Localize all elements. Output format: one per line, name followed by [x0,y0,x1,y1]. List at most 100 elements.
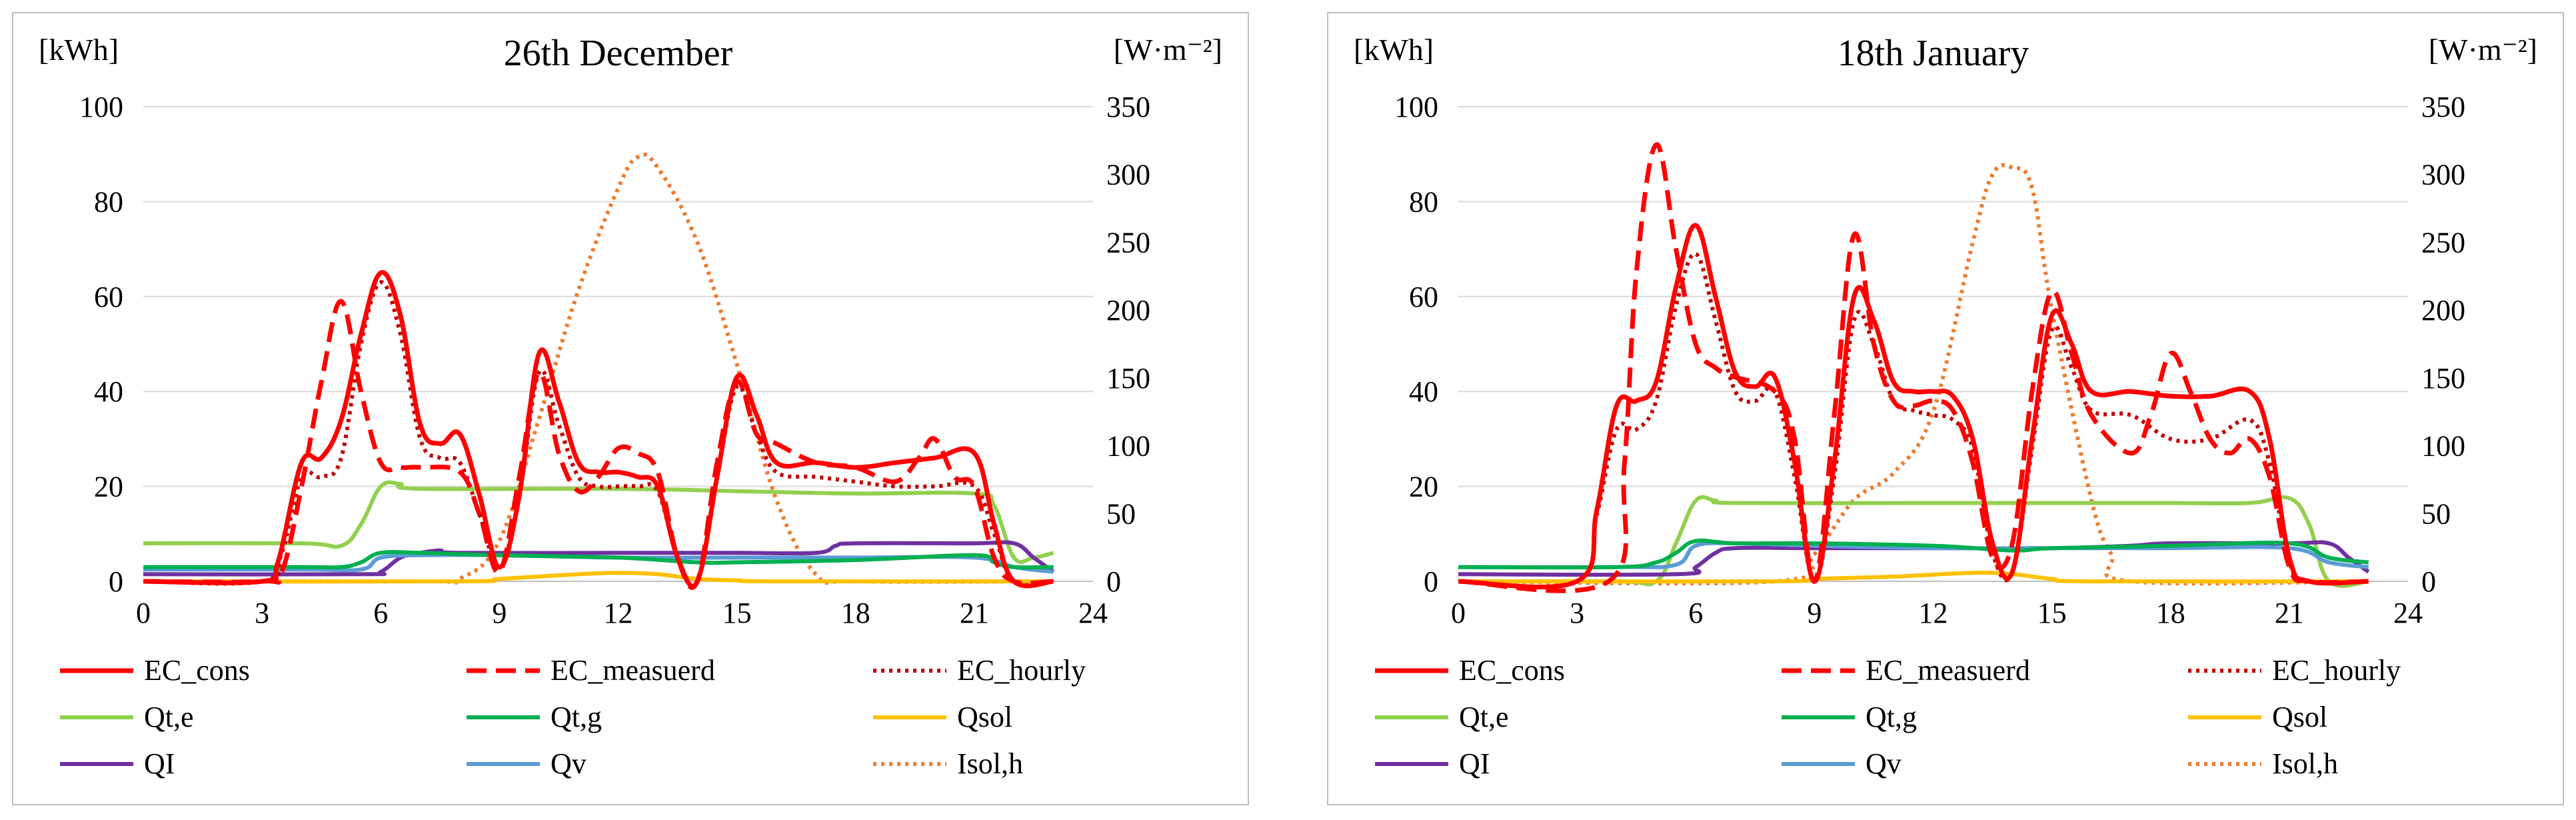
legend-label: Qv [551,747,587,780]
y-right-tick-label: 350 [1106,91,1150,123]
y-axis-right: 0 50 100 150 200 250 300 350 [2421,91,2465,598]
y-right-tick-label: 350 [2421,91,2465,123]
x-tick-label: 24 [2393,597,2423,629]
legend-label: Qt,e [1459,701,1509,733]
y-left-tick-label: 100 [1394,91,1438,123]
legend-label: EC_measuerd [551,654,715,687]
y-right-tick-label: 250 [1106,226,1150,259]
series-line-isol-h [1458,163,2369,586]
series-line-ec-cons [1458,223,2369,590]
y-axis-left: 0 20 40 60 80 100 [1394,91,1438,598]
series-line-qv [1458,541,2369,569]
legend-label: QI [1459,747,1490,780]
series-line-ec-measuerd [1458,142,2369,593]
legend-label: Isol,h [2272,747,2338,780]
x-tick-label: 0 [136,597,151,629]
y-left-tick-label: 20 [1409,471,1438,503]
chart-title: 18th January [1838,33,2029,74]
x-tick-label: 9 [492,597,507,629]
y-left-tick-label: 80 [1409,185,1438,218]
x-tick-label: 3 [1570,597,1584,629]
x-tick-label: 21 [2275,597,2304,629]
chart-december: 26th December [kWh] [W·m⁻²] 020406080100… [39,33,1222,780]
series-line-qt-g [143,549,1054,570]
legend-label: EC_cons [1459,654,1565,687]
x-tick-label: 12 [1919,597,1948,629]
y-right-tick-label: 50 [2421,497,2451,530]
legend-label: Qsol [957,701,1012,733]
x-tick-label: 15 [722,597,752,629]
x-tick-label: 3 [255,597,269,629]
legend: EC_cons EC_measuerd EC_hourly Qt,e Qt,g Qsol Q… [60,654,1086,780]
y-axis-left: 0 20 40 60 80 100 [79,91,123,598]
legend-label: EC_hourly [2272,654,2401,687]
x-tick-label: 6 [1688,597,1703,629]
series-line-ec-measuerd [143,299,1054,590]
series-group [1458,142,2370,593]
x-tick-label: 6 [373,597,388,629]
y-right-tick-label: 200 [1106,294,1150,327]
series-group [143,152,1055,590]
series-line-ec-cons [143,270,1054,589]
y-right-tick-label: 100 [2421,430,2465,463]
y-left-tick-label: 60 [1409,281,1438,313]
series-line-qi [143,540,1055,577]
y-axis-right-unit: [W·m⁻²] [2429,33,2537,67]
y-left-tick-label: 20 [94,471,123,503]
y-right-tick-label: 200 [2421,294,2465,327]
x-tick-label: 0 [1451,597,1466,629]
y-axis-right-unit: [W·m⁻²] [1114,33,1222,67]
legend-label: Qv [1866,747,1902,780]
x-tick-label: 12 [604,597,633,629]
legend: EC_cons EC_measuerd EC_hourly Qt,e Qt,g Qsol Q… [1375,654,2401,780]
y-right-tick-label: 150 [2421,362,2465,395]
x-tick-label: 9 [1807,597,1822,629]
series-line-qt-e [143,480,1054,564]
y-axis-right: 0 50 100 150 200 250 300 350 [1106,91,1150,598]
y-right-tick-label: 150 [1106,362,1150,395]
x-tick-label: 18 [2156,597,2185,629]
legend-label: EC_measuerd [1866,654,2030,687]
y-left-tick-label: 80 [94,185,123,218]
y-right-tick-label: 0 [1106,565,1121,598]
chart-title: 26th December [504,33,733,74]
y-right-tick-label: 0 [2421,565,2436,598]
x-axis: 0 3 6 9 12 15 18 21 24 [1451,597,2423,629]
series-line-qt-g [1458,538,2369,570]
chart-january: 18th January [kWh] [W·m⁻²] 0204060801000… [1354,33,2537,780]
y-right-tick-label: 250 [2421,226,2465,259]
chart-panel-december: 26th December [kWh] [W·m⁻²] 0 20 40 60 80 100… [12,12,1249,805]
x-axis: 0 3 6 9 12 15 18 21 24 [136,597,1108,629]
y-left-tick-label: 40 [94,375,123,408]
chart-panel-january: 18th January [kWh] [W·m⁻²] 0 20 40 60 80 100 0… [1327,12,2564,805]
series-line-qsol [143,571,1054,584]
y-left-tick-label: 0 [1424,565,1438,598]
gridlines [143,106,1093,582]
legend-label: Qsol [2272,701,2327,733]
y-axis-left-unit: [kWh] [39,33,119,67]
y-left-tick-label: 0 [109,565,123,598]
y-left-tick-label: 100 [79,91,123,123]
y-left-tick-label: 60 [94,281,123,313]
legend-label: EC_hourly [957,654,1086,687]
gridlines [1458,106,2408,582]
series-line-qsol [1458,571,2369,584]
y-left-tick-label: 40 [1409,375,1438,408]
x-tick-label: 21 [960,597,989,629]
legend-label: Qt,g [1866,701,1917,733]
legend-label: Qt,g [551,701,602,733]
y-right-tick-label: 100 [1106,430,1150,463]
y-right-tick-label: 50 [1106,497,1136,530]
legend-label: EC_cons [144,654,250,687]
x-tick-label: 24 [1078,597,1108,629]
series-line-isol-h [143,152,1054,585]
series-line-ec-hourly [143,280,1054,589]
legend-label: Isol,h [957,747,1023,780]
y-right-tick-label: 300 [2421,159,2465,191]
x-tick-label: 18 [841,597,870,629]
y-right-tick-label: 300 [1106,159,1150,191]
y-axis-left-unit: [kWh] [1354,33,1434,67]
legend-label: QI [144,747,175,780]
legend-label: Qt,e [144,701,194,733]
x-tick-label: 15 [2037,597,2067,629]
